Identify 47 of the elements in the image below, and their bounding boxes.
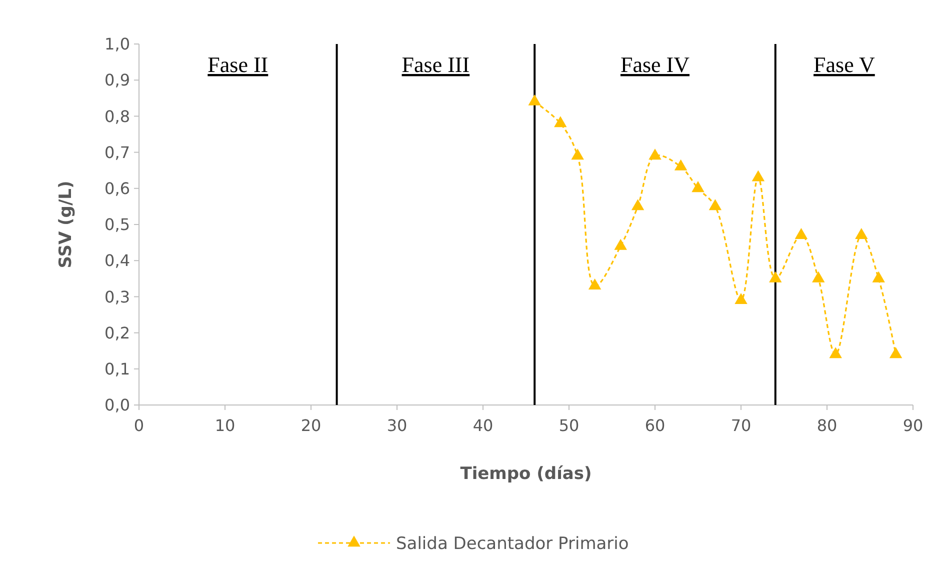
point (794, 228, 808, 239)
x-tick-label: 90 (902, 416, 924, 435)
point (631, 199, 644, 210)
y-tick-label: 0,8 (104, 106, 130, 126)
y-tick-label: 0,6 (104, 179, 130, 198)
point (571, 148, 584, 160)
x-tick-label: 20 (300, 416, 322, 435)
y-tick-label: 0,7 (104, 142, 130, 162)
x-tick-label: 40 (472, 416, 494, 435)
x-tick-label: 70 (730, 416, 752, 435)
point (614, 238, 627, 250)
y-tick-label: 0,5 (104, 215, 130, 234)
y-tick-label: 0,1 (104, 360, 130, 378)
y-tick-label: 0,0 (104, 396, 130, 415)
point (692, 181, 704, 192)
annotation: Fase II (208, 52, 268, 77)
x-tick-label: 0 (134, 416, 144, 435)
point (708, 199, 722, 210)
y-tick-label: 0,9 (104, 70, 130, 90)
x-tick-label: 50 (558, 416, 580, 435)
point (674, 159, 688, 170)
annotation: Fase IV (620, 52, 690, 77)
y-axis-title: SSV (g/L) (56, 180, 76, 268)
x-tick-label: 30 (386, 416, 408, 435)
point (855, 228, 868, 239)
point (554, 116, 567, 128)
point (829, 347, 842, 358)
annotation: Fase V (814, 52, 875, 77)
x-tick-label: 60 (644, 416, 666, 435)
x-tick-label: 80 (816, 416, 838, 435)
point (588, 278, 602, 290)
point (812, 271, 825, 282)
y-tick-label: 1,0 (104, 34, 130, 54)
legend-label: Salida Decantador Primario (396, 534, 629, 554)
point (528, 94, 541, 106)
x-axis-title: Tiempo (días) (460, 464, 592, 484)
x-tick-label: 10 (214, 416, 236, 435)
y-tick-label: 0,2 (104, 323, 130, 342)
point (769, 271, 782, 282)
y-tick-label: 0,3 (104, 287, 130, 306)
point (752, 170, 765, 182)
annotation: Fase III (402, 52, 470, 77)
y-tick-label: 0,4 (104, 251, 130, 270)
point (734, 292, 748, 304)
point (648, 148, 662, 160)
point (872, 271, 885, 282)
point (889, 347, 902, 358)
